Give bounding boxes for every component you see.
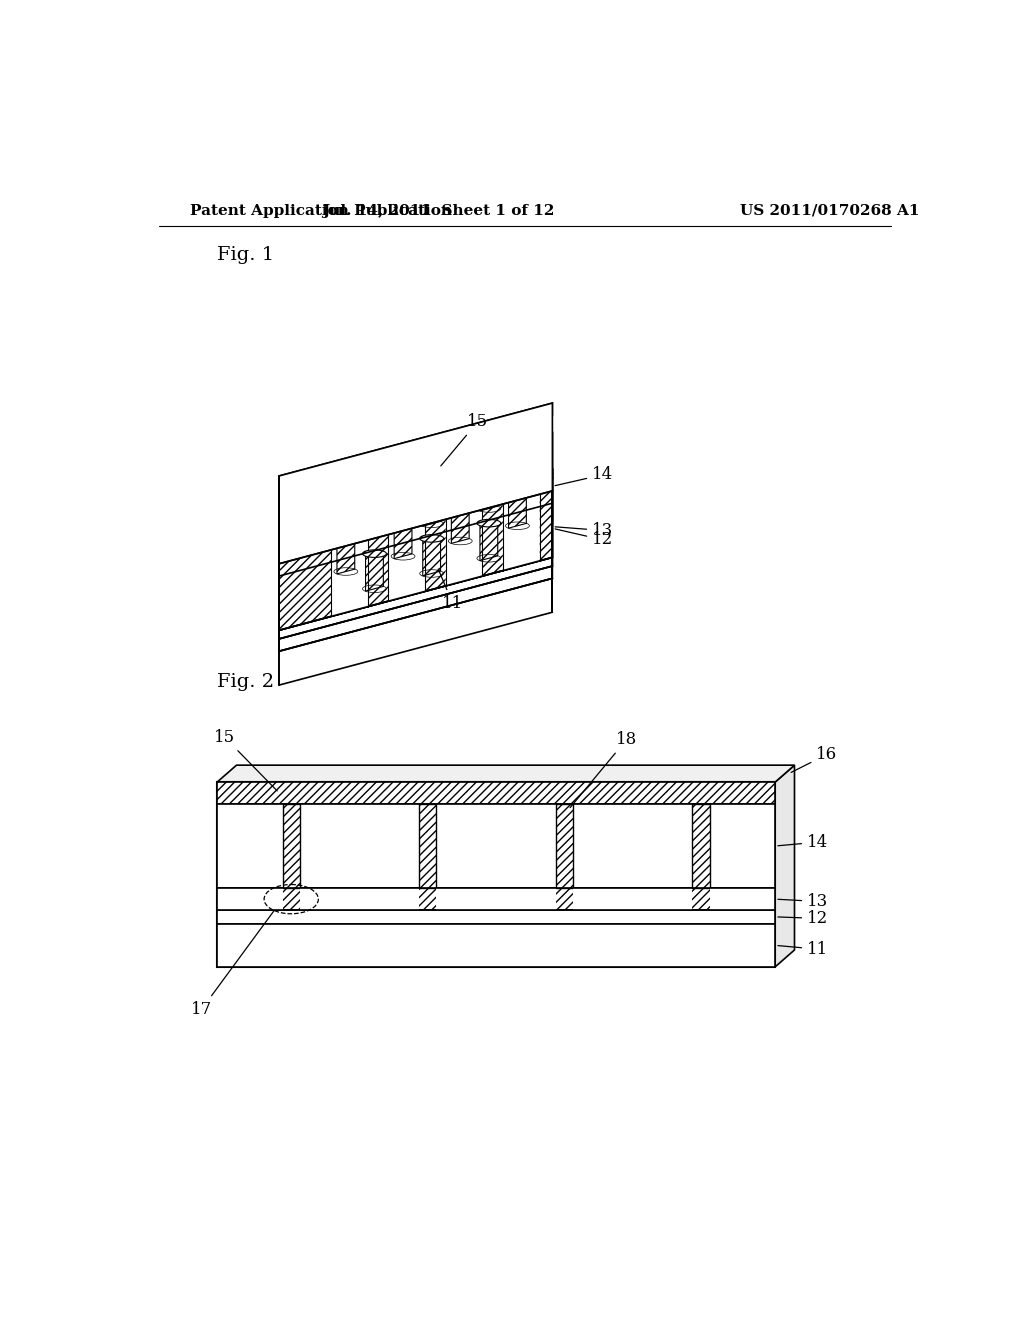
Bar (283, 804, 300, 888)
Bar (217, 888, 775, 909)
Text: Jul. 14, 2011  Sheet 1 of 12: Jul. 14, 2011 Sheet 1 of 12 (322, 203, 554, 218)
Text: 15: 15 (214, 729, 278, 791)
Polygon shape (452, 503, 469, 544)
Bar (436, 888, 556, 909)
Bar (573, 888, 692, 909)
Polygon shape (280, 470, 552, 630)
Ellipse shape (334, 532, 357, 540)
Polygon shape (366, 552, 383, 591)
Text: 13: 13 (778, 892, 828, 909)
Bar (217, 924, 775, 966)
Text: 11: 11 (778, 941, 828, 958)
Polygon shape (394, 519, 412, 558)
Bar (217, 781, 775, 804)
Ellipse shape (449, 502, 472, 510)
Polygon shape (445, 488, 482, 586)
Text: 18: 18 (570, 731, 637, 808)
Polygon shape (280, 491, 552, 651)
Text: 16: 16 (792, 746, 838, 772)
Bar (692, 804, 710, 888)
Polygon shape (280, 528, 331, 552)
Polygon shape (280, 403, 552, 488)
Polygon shape (280, 470, 552, 552)
Text: 15: 15 (440, 413, 488, 466)
Polygon shape (423, 536, 440, 576)
Polygon shape (482, 483, 503, 496)
Ellipse shape (420, 484, 443, 492)
Polygon shape (480, 471, 498, 511)
Text: 14: 14 (778, 834, 828, 850)
Polygon shape (509, 488, 526, 528)
Polygon shape (503, 473, 540, 570)
Polygon shape (368, 513, 388, 528)
Ellipse shape (506, 487, 529, 495)
Text: Fig. 2: Fig. 2 (217, 673, 274, 690)
Polygon shape (280, 478, 552, 639)
Bar (710, 888, 775, 909)
Polygon shape (280, 403, 552, 564)
Text: 12: 12 (555, 529, 613, 548)
Text: US 2011/0170268 A1: US 2011/0170268 A1 (740, 203, 920, 218)
Polygon shape (337, 535, 354, 574)
Bar (300, 888, 419, 909)
Polygon shape (280, 478, 552, 564)
Polygon shape (280, 433, 552, 593)
Ellipse shape (420, 535, 443, 543)
Bar (217, 888, 283, 909)
Bar (217, 781, 775, 966)
Text: 12: 12 (778, 909, 828, 927)
Polygon shape (540, 470, 552, 482)
Bar (217, 804, 775, 888)
Text: 11: 11 (438, 569, 463, 612)
Polygon shape (480, 521, 498, 561)
Ellipse shape (362, 550, 386, 557)
Text: Fig. 1: Fig. 1 (217, 246, 274, 264)
Bar (217, 909, 775, 924)
Text: 17: 17 (191, 911, 274, 1018)
Polygon shape (280, 470, 552, 552)
Ellipse shape (391, 517, 415, 525)
Ellipse shape (477, 470, 501, 478)
Polygon shape (388, 503, 425, 601)
Bar (217, 888, 775, 909)
Text: Patent Application Publication: Patent Application Publication (190, 203, 452, 218)
Bar (556, 804, 573, 888)
Bar (419, 804, 436, 888)
Text: 13: 13 (555, 521, 613, 539)
Polygon shape (217, 766, 795, 781)
Polygon shape (425, 498, 445, 512)
Polygon shape (280, 491, 552, 597)
Polygon shape (775, 766, 795, 966)
Text: 14: 14 (555, 466, 613, 486)
Polygon shape (331, 519, 368, 616)
Polygon shape (423, 486, 440, 527)
Ellipse shape (477, 519, 501, 527)
Polygon shape (280, 433, 552, 543)
